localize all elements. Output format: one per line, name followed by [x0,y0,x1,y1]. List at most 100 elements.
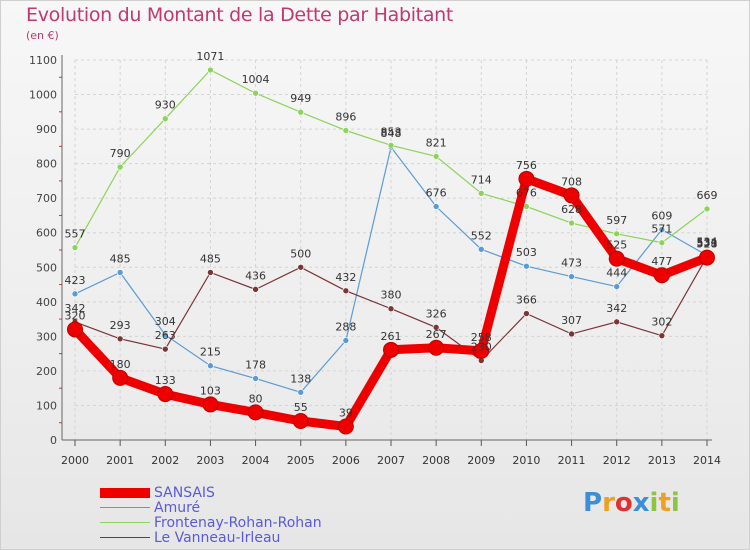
y-tick-label: 800 [36,158,57,171]
data-label: 756 [516,159,537,172]
data-label: 304 [155,315,176,328]
data-label: 853 [381,125,402,138]
y-tick-label: 500 [36,261,57,274]
y-tick-label: 600 [36,227,57,240]
data-point-le-vanneau-irleau [613,318,621,326]
data-label: 133 [155,374,176,387]
data-label: 485 [200,252,221,265]
data-label: 500 [290,247,311,260]
data-point-le-vanneau-irleau [116,335,124,343]
data-point-le-vanneau-irleau [387,305,395,313]
data-label: 307 [561,314,582,327]
data-point-le-vanneau-irleau [658,332,666,339]
data-point-amur [568,273,575,280]
data-label: 821 [426,136,447,149]
data-label: 342 [65,302,86,315]
data-label: 55 [294,401,308,414]
data-label: 676 [516,186,537,199]
series-layer [67,66,715,435]
data-point-frontenay-rohan-rohan [252,89,259,97]
logo-letter: r [602,488,615,518]
x-tick-label: 2004 [242,454,270,467]
data-label: 263 [155,329,176,342]
proxiti-logo: Proxiti [583,488,680,518]
data-label: 326 [426,307,447,320]
logo-letter: x [632,488,650,518]
data-label: 320 [65,309,86,322]
x-tick-label: 2003 [196,454,224,467]
x-tick-label: 2014 [693,454,721,467]
data-label: 557 [65,228,86,241]
x-tick-label: 2005 [287,454,315,467]
data-label: 1004 [242,73,270,86]
data-point-sansais [247,404,264,421]
data-point-frontenay-rohan-rohan [71,244,79,251]
data-label: 525 [606,239,627,252]
data-label: 444 [606,267,627,280]
data-label: 103 [200,384,221,397]
data-point-amur [523,262,530,270]
data-label: 571 [651,223,672,236]
data-point-frontenay-rohan-rohan [342,127,350,134]
data-label: 230 [471,341,492,354]
data-label: 930 [155,99,176,112]
data-point-sansais [563,187,580,204]
x-tick-label: 2008 [422,454,450,467]
data-point-le-vanneau-irleau [252,286,259,293]
data-label: 896 [335,110,356,123]
data-label: 288 [335,321,356,334]
y-tick-label: 1000 [29,89,57,102]
data-label: 473 [561,257,582,270]
x-tick-label: 2000 [61,454,89,467]
logo-letter: i [670,488,680,518]
data-point-amur [252,375,259,382]
logo-letter: o [614,488,633,518]
data-label: 790 [110,147,131,160]
data-label: 528 [697,238,718,251]
data-label: 80 [249,392,263,405]
legend-label: Le Vanneau-Irleau [154,530,281,546]
data-point-sansais [157,386,174,403]
x-tick-label: 2010 [512,454,540,467]
data-point-sansais [473,342,490,359]
legend-label: Amuré [154,500,201,516]
data-point-amur [116,269,124,276]
logo-letter: P [583,488,603,518]
data-point-le-vanneau-irleau [297,263,305,271]
data-point-frontenay-rohan-rohan [116,163,124,171]
data-point-sansais [67,321,83,338]
data-labels: 320 180 133 103 80 55 39 261 267 258 756 708 525 477 5… [65,50,718,420]
data-label: 180 [110,358,131,371]
data-point-le-vanneau-irleau [161,345,169,353]
data-label: 432 [335,271,356,284]
data-point-sansais [112,369,129,386]
data-label: 39 [339,407,353,420]
logo-letter: i [649,488,659,518]
data-point-le-vanneau-irleau [568,330,575,338]
data-point-sansais [653,267,670,284]
data-point-amur [658,226,666,233]
data-label: 258 [471,331,492,344]
x-tick-label: 2007 [377,454,405,467]
data-label: 1071 [196,50,224,63]
data-label: 597 [606,214,627,227]
data-label: 503 [516,246,537,259]
x-tick-label: 2002 [151,454,179,467]
data-label: 436 [245,269,266,282]
x-tick-label: 2012 [603,454,631,467]
axes: 0 100 200 300 400 500 600 700 800 900 1000 1100 2000… [29,54,721,467]
data-label: 423 [65,274,86,287]
data-label: 267 [426,328,447,341]
data-point-frontenay-rohan-rohan [387,142,395,149]
data-label: 342 [606,302,627,315]
y-tick-label: 1100 [29,54,57,67]
data-point-amur [71,290,79,298]
data-point-sansais [383,341,399,358]
data-label: 848 [381,127,402,140]
y-tick-label: 0 [50,434,57,447]
data-point-frontenay-rohan-rohan [568,219,575,227]
data-point-amur [477,246,485,253]
data-point-frontenay-rohan-rohan [161,115,169,123]
chart-subtitle: (en €) [26,29,59,42]
